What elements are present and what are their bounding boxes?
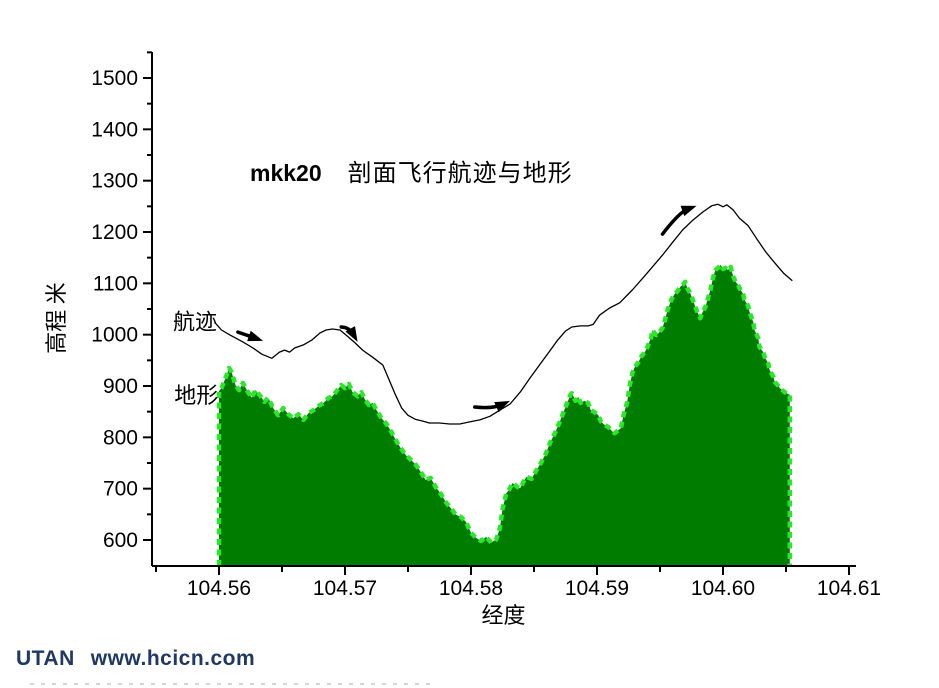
track-arrow-head-2 <box>345 326 358 342</box>
x-tick-label: 104.59 <box>565 577 629 600</box>
watermark: UTAN www.hcicn.com <box>16 647 255 671</box>
y-axis-title: 高程 米 <box>44 282 69 354</box>
x-tick-label: 104.57 <box>313 577 377 600</box>
y-tick-label: 800 <box>103 426 138 449</box>
x-tick-label: 104.61 <box>817 577 881 600</box>
y-tick-label: 1300 <box>91 170 138 193</box>
track-line <box>214 203 793 425</box>
track-arrow-head-4 <box>680 205 697 217</box>
watermark-url: www.hcicn.com <box>90 647 256 670</box>
track-arrow-head-1 <box>247 330 264 342</box>
series-label-track: 航迹 <box>173 309 217 334</box>
y-tick-label: 900 <box>103 375 138 398</box>
x-tick-label: 104.58 <box>439 577 503 600</box>
y-tick-label: 1200 <box>91 221 138 244</box>
y-tick-label: 1000 <box>91 324 138 347</box>
y-tick-label: 600 <box>103 529 138 552</box>
y-tick-label: 700 <box>103 478 138 501</box>
x-axis-title: 经度 <box>481 603 525 628</box>
x-tick-label: 104.60 <box>691 577 755 600</box>
terrain-edge <box>216 262 793 566</box>
chart-title: mkk20 剖面飞行航迹与地形 <box>250 160 573 187</box>
y-tick-label: 1500 <box>91 67 138 90</box>
y-tick-label: 1400 <box>91 118 138 141</box>
chart-title-id: mkk20 <box>250 160 322 186</box>
track-arrow-head-3 <box>494 400 511 413</box>
y-tick-label: 1100 <box>93 272 138 295</box>
series-label-terrain: 地形 <box>174 383 218 408</box>
terrain-area <box>219 264 790 566</box>
x-tick-label: 104.56 <box>187 577 251 600</box>
chart-title-text: 剖面飞行航迹与地形 <box>348 160 573 187</box>
watermark-brand: UTAN <box>16 647 75 670</box>
